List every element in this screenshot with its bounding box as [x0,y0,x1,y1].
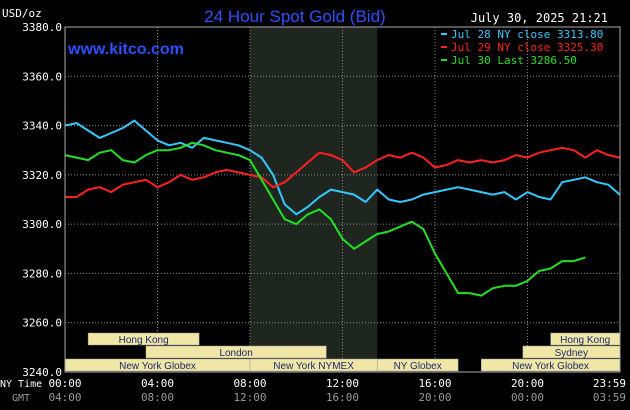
y-axis-ticks: 3380.0 3360.0 3340.0 3320.0 3300.0 3280.0 3260… [22,21,62,379]
y-tick-label: 3380.0 [22,21,62,34]
y-tick-label: 3280.0 [22,267,62,280]
y-tick-label: 3360.0 [22,70,62,83]
session-bar [87,332,200,346]
x-tick-label-ny: 16:00 [418,377,451,390]
session-label: New York Globex [512,361,589,372]
session-label: London [219,348,252,359]
x-tick-label-gmt: 20:00 [418,391,451,404]
brand-url: www.kitco.com [67,41,184,58]
y-tick-label: 3260.0 [22,317,62,330]
session-label: New York NYMEX [273,361,354,372]
plot-frame [64,26,621,373]
session-bar [145,345,327,359]
session-label: Hong Kong [119,335,169,346]
x-tick-label-gmt: 03:59 [593,391,626,404]
series-lines [64,119,621,297]
ny-time-row-label: NY Time [0,379,42,390]
session-label: New York Globex [119,361,196,372]
gmt-row-label: GMT [12,393,30,404]
chart-timestamp: July 30, 2025 21:21 [471,11,608,25]
y-tick-label: 3340.0 [22,120,62,133]
x-tick-label-ny: 12:00 [326,377,359,390]
gridlines [65,27,620,372]
x-tick-label-gmt: 16:00 [326,391,359,404]
chart-title: 24 Hour Spot Gold (Bid) [204,7,385,26]
y-axis-label: USD/oz [2,7,42,20]
session-label: NY Globex [394,361,442,372]
nymex-session-shade [250,27,378,372]
series-line-3 [64,141,586,297]
legend-label: Jul 30 Last 3286.50 [451,54,577,67]
session-label: Hong Kong [560,335,610,346]
legend-label: Jul 28 NY close 3313.80 [451,28,603,41]
legend-label: Jul 29 NY close 3325.30 [451,41,603,54]
series-line-2 [65,146,621,198]
x-tick-label-gmt: 00:00 [511,391,544,404]
market-sessions: Hong Kong London New York Globex New York N… [64,332,621,372]
x-tick-label-ny: 04:00 [141,377,174,390]
x-tick-label-ny: 08:00 [233,377,266,390]
x-tick-label-ny: 00:00 [48,377,81,390]
session-bar [376,358,459,372]
x-axis-ticks: NY Time GMT 00:00 04:00 08:00 12:00 16:00 20:… [0,377,626,404]
y-tick-label: 3320.0 [22,169,62,182]
y-tick-label: 3300.0 [22,218,62,231]
x-tick-label-ny: 23:59 [593,377,626,390]
session-label: Sydney [555,348,588,359]
series-line-1 [64,119,621,216]
x-tick-label-gmt: 12:00 [233,391,266,404]
x-tick-label-ny: 20:00 [511,377,544,390]
x-tick-label-gmt: 04:00 [48,391,81,404]
y-tick-label: 3240.0 [22,366,62,379]
x-tick-label-gmt: 08:00 [141,391,174,404]
